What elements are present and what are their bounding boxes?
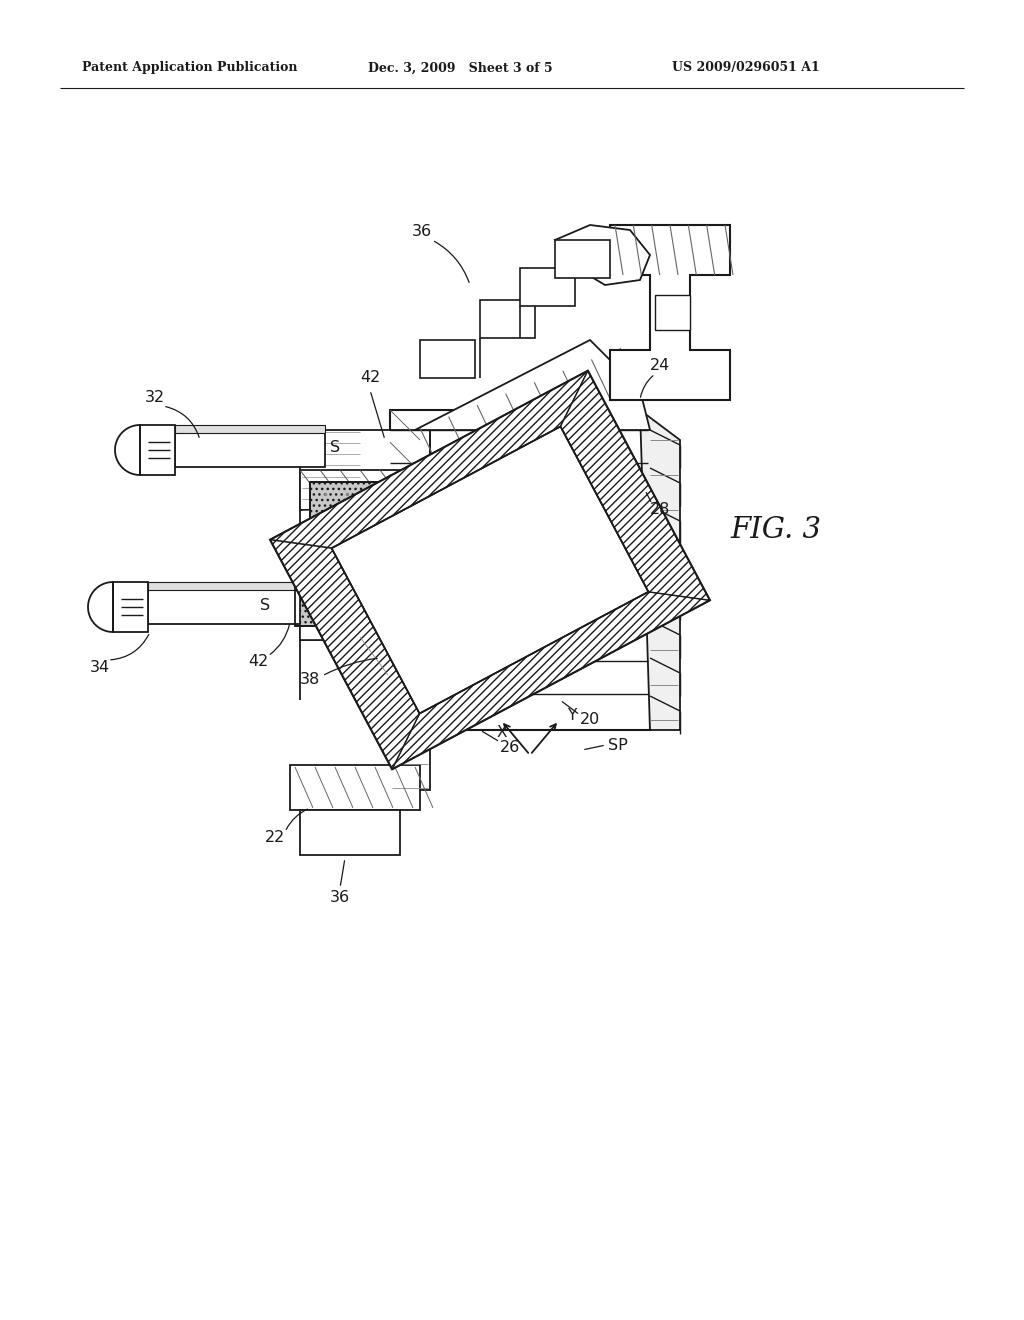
Text: 26: 26: [500, 741, 520, 755]
Polygon shape: [115, 425, 140, 475]
Text: S: S: [330, 441, 340, 455]
Text: 20: 20: [580, 713, 600, 727]
Polygon shape: [390, 690, 430, 789]
Text: 38: 38: [300, 672, 321, 688]
Polygon shape: [295, 552, 415, 626]
Polygon shape: [392, 591, 710, 770]
Polygon shape: [640, 411, 680, 730]
Polygon shape: [88, 582, 113, 632]
Polygon shape: [140, 425, 175, 475]
Polygon shape: [420, 341, 475, 378]
Polygon shape: [655, 294, 690, 330]
Text: 36: 36: [412, 224, 432, 239]
Text: 22: 22: [265, 830, 285, 846]
Polygon shape: [560, 371, 710, 601]
Text: Dec. 3, 2009   Sheet 3 of 5: Dec. 3, 2009 Sheet 3 of 5: [368, 62, 553, 74]
Text: 32: 32: [145, 391, 165, 405]
Text: 42: 42: [359, 371, 380, 385]
Polygon shape: [300, 810, 400, 855]
Polygon shape: [300, 430, 430, 640]
Polygon shape: [310, 482, 430, 556]
Polygon shape: [270, 540, 420, 770]
Polygon shape: [415, 552, 452, 626]
Polygon shape: [300, 470, 560, 510]
Text: US 2009/0296051 A1: US 2009/0296051 A1: [672, 62, 820, 74]
Text: 28: 28: [650, 503, 670, 517]
Text: FIG. 3: FIG. 3: [730, 516, 821, 544]
Text: S: S: [260, 598, 270, 612]
Text: X: X: [496, 725, 507, 741]
Polygon shape: [415, 341, 650, 430]
Polygon shape: [148, 582, 300, 590]
Polygon shape: [113, 582, 148, 632]
Text: SP: SP: [608, 738, 628, 752]
Polygon shape: [175, 425, 325, 433]
Polygon shape: [555, 224, 650, 285]
Polygon shape: [480, 300, 535, 338]
Polygon shape: [300, 558, 540, 598]
Polygon shape: [175, 433, 325, 467]
Text: 24: 24: [650, 358, 670, 372]
Text: Patent Application Publication: Patent Application Publication: [82, 62, 298, 74]
Polygon shape: [610, 224, 730, 400]
Text: 34: 34: [90, 660, 110, 676]
Polygon shape: [355, 601, 470, 678]
Polygon shape: [332, 426, 648, 714]
Polygon shape: [270, 371, 588, 548]
Polygon shape: [390, 411, 650, 730]
Text: Y: Y: [567, 708, 577, 723]
Polygon shape: [520, 268, 575, 306]
Polygon shape: [300, 598, 430, 640]
Text: 42: 42: [248, 655, 268, 669]
Polygon shape: [555, 240, 610, 279]
Polygon shape: [290, 766, 420, 810]
Polygon shape: [430, 482, 467, 556]
Polygon shape: [148, 590, 300, 624]
Text: 36: 36: [330, 891, 350, 906]
